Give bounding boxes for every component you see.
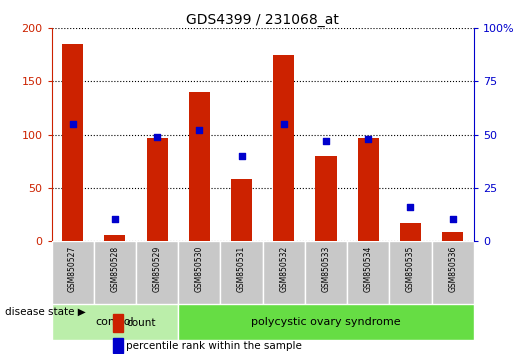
Text: GSM850530: GSM850530 xyxy=(195,246,204,292)
Bar xyxy=(178,304,474,340)
Point xyxy=(68,121,77,127)
Point xyxy=(449,217,457,222)
Text: GSM850527: GSM850527 xyxy=(68,246,77,292)
Bar xyxy=(104,235,125,241)
Text: disease state ▶: disease state ▶ xyxy=(5,307,86,317)
Text: control: control xyxy=(96,317,134,327)
Bar xyxy=(432,241,474,304)
Text: GSM850534: GSM850534 xyxy=(364,246,373,292)
Text: percentile rank within the sample: percentile rank within the sample xyxy=(126,341,302,350)
Point xyxy=(280,121,288,127)
Point xyxy=(322,138,330,144)
Bar xyxy=(146,138,167,241)
Bar xyxy=(62,44,83,241)
Bar xyxy=(178,241,220,304)
Bar xyxy=(263,241,305,304)
Bar xyxy=(220,241,263,304)
Text: GSM850528: GSM850528 xyxy=(110,246,119,292)
Point xyxy=(237,153,246,159)
Bar xyxy=(113,314,123,332)
Bar xyxy=(231,179,252,241)
Text: GSM850535: GSM850535 xyxy=(406,246,415,292)
Bar xyxy=(94,241,136,304)
Text: polycystic ovary syndrome: polycystic ovary syndrome xyxy=(251,317,401,327)
Text: GSM850533: GSM850533 xyxy=(321,246,331,292)
Bar xyxy=(400,223,421,241)
Bar xyxy=(357,138,379,241)
Point xyxy=(111,217,119,222)
Bar xyxy=(389,241,432,304)
Title: GDS4399 / 231068_at: GDS4399 / 231068_at xyxy=(186,13,339,27)
Text: GSM850529: GSM850529 xyxy=(152,246,162,292)
Bar xyxy=(315,156,337,241)
Point xyxy=(195,127,203,133)
Bar xyxy=(273,55,295,241)
Bar xyxy=(52,241,94,304)
Bar xyxy=(113,338,123,353)
Text: GSM850536: GSM850536 xyxy=(448,246,457,292)
Point xyxy=(406,204,415,210)
Bar xyxy=(442,232,464,241)
Bar xyxy=(347,241,389,304)
Point xyxy=(153,134,161,139)
Text: GSM850532: GSM850532 xyxy=(279,246,288,292)
Bar xyxy=(52,304,178,340)
Bar xyxy=(188,92,210,241)
Text: count: count xyxy=(126,318,156,328)
Point xyxy=(364,136,372,142)
Bar xyxy=(136,241,178,304)
Text: GSM850531: GSM850531 xyxy=(237,246,246,292)
Bar xyxy=(305,241,347,304)
